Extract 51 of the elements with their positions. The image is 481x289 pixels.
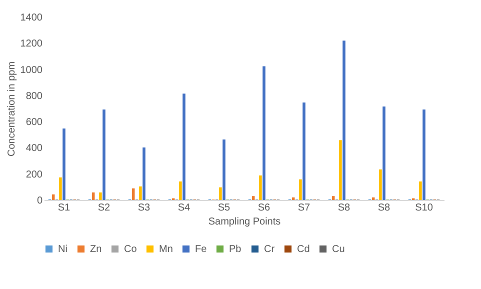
y-tick-label: 0 xyxy=(36,196,43,206)
bar xyxy=(299,179,302,200)
bar xyxy=(332,196,335,200)
x-tick-label: S1 xyxy=(58,202,71,214)
x-tick-label: S5 xyxy=(218,202,231,214)
y-tick-label: 400 xyxy=(26,143,43,154)
y-tick-label: 800 xyxy=(26,90,43,102)
bar xyxy=(302,102,306,200)
legend-label: Zn xyxy=(90,244,102,255)
x-tick-label: S3 xyxy=(138,202,151,214)
bar xyxy=(102,110,106,200)
y-tick-label: 1200 xyxy=(20,38,43,50)
x-tick-label: S6 xyxy=(258,202,271,214)
bar xyxy=(62,128,66,200)
x-tick-label: S8 xyxy=(338,202,351,214)
y-tick-label: 600 xyxy=(26,117,43,128)
legend-label: Fe xyxy=(195,244,208,255)
x-axis-title: Sampling Points xyxy=(208,216,281,228)
legend-label: Co xyxy=(124,244,138,255)
legend-label: Cd xyxy=(297,244,310,255)
bar xyxy=(382,106,386,200)
legend-label: Mn xyxy=(159,244,173,255)
bar xyxy=(222,139,226,200)
x-tick-label: S8 xyxy=(378,202,391,214)
legend-label: Ni xyxy=(58,244,68,255)
bar xyxy=(419,181,422,200)
x-tick-label: S4 xyxy=(178,202,191,214)
bar xyxy=(182,94,186,200)
bar xyxy=(342,40,346,200)
bar xyxy=(422,110,426,200)
bar xyxy=(339,140,342,200)
bar xyxy=(139,186,142,200)
bar xyxy=(252,196,255,200)
bar xyxy=(59,177,62,200)
y-axis-title: Concentration in ppm xyxy=(6,61,18,157)
legend-label: Cr xyxy=(264,244,276,255)
y-tick-label: 1000 xyxy=(20,64,43,76)
bar xyxy=(219,187,222,200)
bar xyxy=(262,66,266,200)
x-tick-label: S2 xyxy=(98,202,111,214)
bar xyxy=(179,181,182,200)
bar xyxy=(259,175,262,200)
bar xyxy=(379,169,382,200)
x-tick-label: S7 xyxy=(298,202,311,214)
y-tick-label: 200 xyxy=(26,169,43,180)
bar xyxy=(142,147,146,200)
x-tick-label: S10 xyxy=(415,202,434,214)
legend-label: Pb xyxy=(229,244,242,255)
bar xyxy=(99,192,102,200)
y-tick-label: 1400 xyxy=(20,12,43,24)
legend-label: Cu xyxy=(332,244,345,255)
